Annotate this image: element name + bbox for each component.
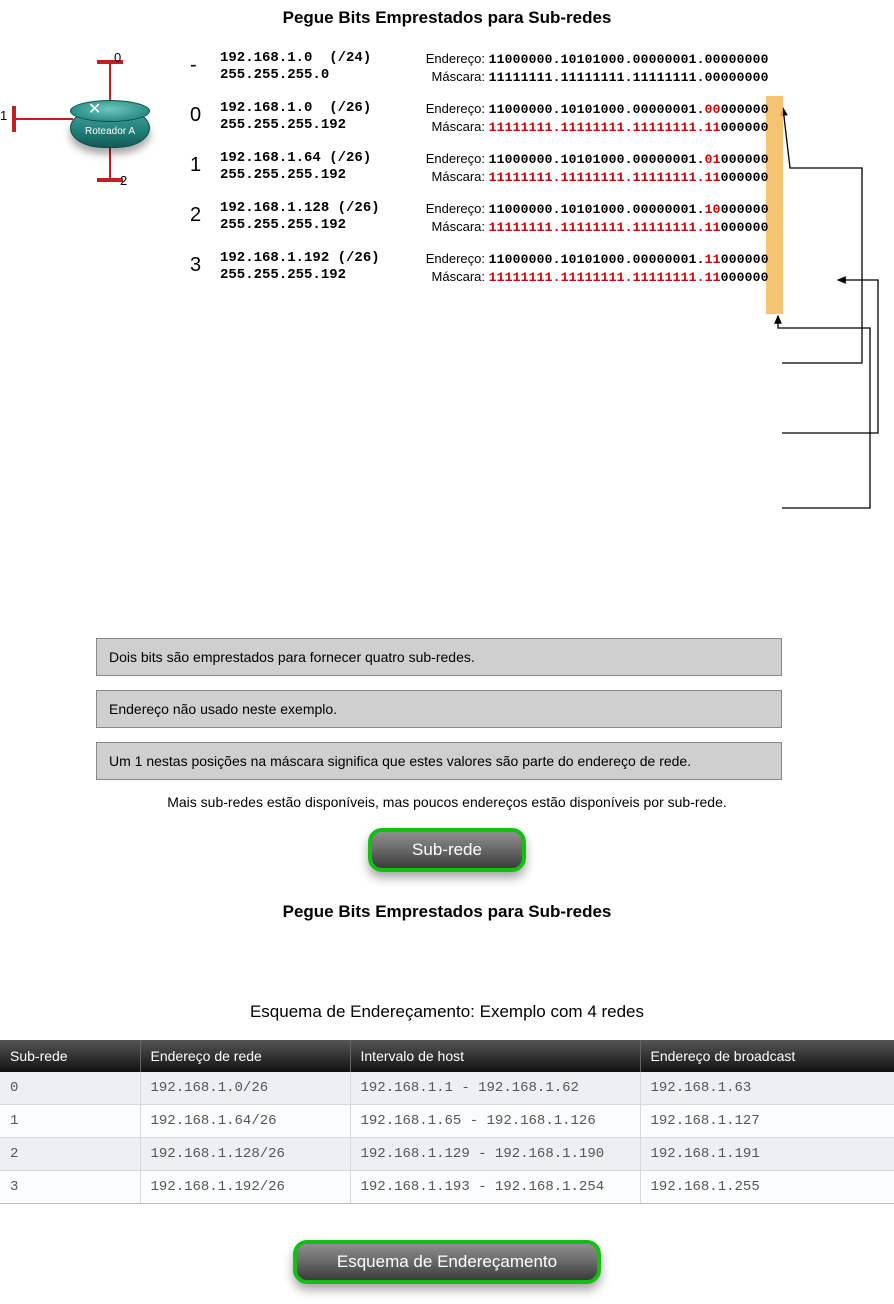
row-binary: Endereço: 11000000.10101000.00000001.000… <box>415 50 769 86</box>
router-icon: 0 1 2 ✕ Roteador A <box>40 78 180 198</box>
addressing-scheme-button[interactable]: Esquema de Endereçamento <box>293 1240 601 1284</box>
subnet-row: - 192.168.1.0 (/24)255.255.255.0 Endereç… <box>190 48 870 88</box>
callouts: Dois bits são emprestados para fornecer … <box>0 638 894 780</box>
row-index: 1 <box>190 154 201 177</box>
th-broadcast: Endereço de broadcast <box>640 1040 894 1072</box>
row-binary: Endereço: 11000000.10101000.00000001.010… <box>415 150 769 186</box>
row-index: 0 <box>190 104 201 127</box>
section-title-1: Pegue Bits Emprestados para Sub-redes <box>0 8 894 28</box>
table-header-row: Sub-rede Endereço de rede Intervalo de h… <box>0 1040 894 1072</box>
subnet-button[interactable]: Sub-rede <box>368 828 526 872</box>
iface-label-0: 0 <box>114 50 121 65</box>
subnet-row: 0 192.168.1.0 (/26)255.255.255.192 Ender… <box>190 98 870 138</box>
row-index: 3 <box>190 254 201 277</box>
router-top <box>70 100 150 122</box>
callout-1: Dois bits são emprestados para fornecer … <box>96 638 782 676</box>
subnet-diagram: 0 1 2 ✕ Roteador A - 192.168.1.0 (/24)25… <box>0 38 894 338</box>
spacer <box>0 1204 894 1240</box>
row-ip: 192.168.1.0 (/24)255.255.255.0 <box>220 50 371 84</box>
row-ip: 192.168.1.64 (/26)255.255.255.192 <box>220 150 371 184</box>
table: Sub-rede Endereço de rede Intervalo de h… <box>0 1040 894 1204</box>
iface-line <box>109 63 111 103</box>
spacer <box>0 1284 894 1304</box>
note-text: Mais sub-redes estão disponíveis, mas po… <box>0 794 894 810</box>
row-binary: Endereço: 11000000.10101000.00000001.100… <box>415 200 769 236</box>
callout-3: Um 1 nestas posições na máscara signific… <box>96 742 782 780</box>
spacer <box>0 932 894 962</box>
subnet-row: 3 192.168.1.192 (/26)255.255.255.192 End… <box>190 248 870 288</box>
th-subnet: Sub-rede <box>0 1040 140 1072</box>
table-row: 3 192.168.1.192/26 192.168.1.193 - 192.1… <box>0 1171 894 1204</box>
subnet-row: 2 192.168.1.128 (/26)255.255.255.192 End… <box>190 198 870 238</box>
router-label: Roteador A <box>70 126 150 137</box>
table-row: 0 192.168.1.0/26 192.168.1.1 - 192.168.1… <box>0 1072 894 1105</box>
row-binary: Endereço: 11000000.10101000.00000001.000… <box>415 100 769 136</box>
router-arrows-icon: ✕ <box>88 103 101 117</box>
subnet-row: 1 192.168.1.64 (/26)255.255.255.192 Ende… <box>190 148 870 188</box>
row-binary: Endereço: 11000000.10101000.00000001.110… <box>415 250 769 286</box>
table-row: 1 192.168.1.64/26 192.168.1.65 - 192.168… <box>0 1105 894 1138</box>
th-network: Endereço de rede <box>140 1040 350 1072</box>
page: Pegue Bits Emprestados para Sub-redes 0 <box>0 8 894 1304</box>
row-ip: 192.168.1.0 (/26)255.255.255.192 <box>220 100 371 134</box>
iface-line <box>15 118 73 120</box>
iface-label-2: 2 <box>120 173 127 188</box>
row-ip: 192.168.1.192 (/26)255.255.255.192 <box>220 250 380 284</box>
row-index: 2 <box>190 204 201 227</box>
table-row: 2 192.168.1.128/26 192.168.1.129 - 192.1… <box>0 1138 894 1171</box>
iface-label-1: 1 <box>0 108 7 123</box>
row-index: - <box>190 54 197 77</box>
addressing-table: Sub-rede Endereço de rede Intervalo de h… <box>0 1040 894 1204</box>
callout-2: Endereço não usado neste exemplo. <box>96 690 782 728</box>
table-title: Esquema de Endereçamento: Exemplo com 4 … <box>0 1002 894 1022</box>
section-title-2: Pegue Bits Emprestados para Sub-redes <box>0 902 894 922</box>
th-hostrange: Intervalo de host <box>350 1040 640 1072</box>
row-ip: 192.168.1.128 (/26)255.255.255.192 <box>220 200 380 234</box>
